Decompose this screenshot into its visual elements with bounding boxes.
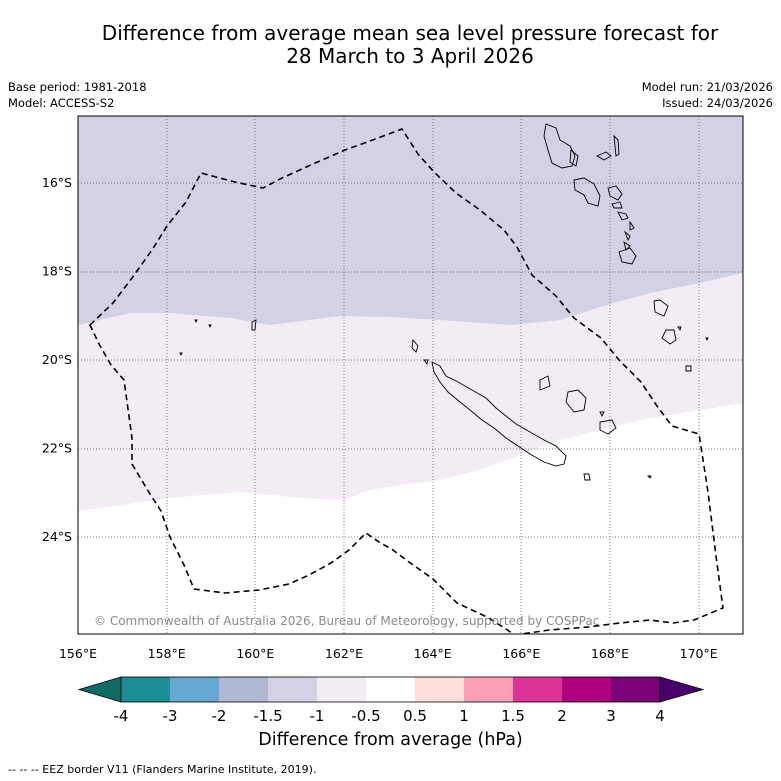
colorbar-segment — [268, 677, 317, 702]
island-shepherd — [617, 211, 629, 221]
island-mare — [599, 419, 617, 435]
lon-label: 160°E — [236, 646, 274, 661]
island-erromango — [618, 247, 637, 265]
lon-label: 164°E — [414, 646, 452, 661]
island-pentecost — [607, 185, 623, 201]
colorbar-segment — [513, 677, 562, 702]
meta-left: Base period: 1981-2018 Model: ACCESS-S2 — [8, 79, 147, 111]
lat-label: 16°S — [42, 175, 72, 190]
colorbar-tick-label: 1 — [459, 707, 469, 725]
colorbar-tick-label: 1.5 — [501, 707, 525, 725]
title-line-2: 28 March to 3 April 2026 — [286, 44, 534, 68]
island-lifou — [565, 389, 587, 413]
latitude-labels: 16°S 18°S 20°S 22°S 24°S — [42, 175, 72, 544]
colorbar-tick-label: -1 — [310, 707, 325, 725]
colorbar-segment — [415, 677, 464, 702]
island-efate — [624, 230, 631, 242]
colorbar-segment — [317, 677, 366, 702]
lon-label: 162°E — [325, 646, 363, 661]
colorbar-tick-label: -3 — [163, 707, 178, 725]
island-malo — [569, 149, 579, 167]
colorbar-segment — [121, 677, 170, 702]
island-isle-of-pines — [583, 473, 591, 481]
island-belep — [411, 338, 419, 353]
lon-label: 158°E — [148, 646, 186, 661]
lat-label: 22°S — [42, 441, 72, 456]
reef-small-c — [179, 352, 183, 357]
colorbar-tick-label: -2 — [212, 707, 227, 725]
island-walpole — [646, 475, 652, 479]
island-tanna — [623, 240, 631, 251]
colorbar-segment — [562, 677, 611, 702]
island-epi — [611, 201, 623, 209]
lat-label: 24°S — [42, 529, 72, 544]
base-period: Base period: 1981-2018 — [8, 80, 147, 94]
colorbar-tick-label: 2 — [557, 707, 567, 725]
island-tiga — [599, 411, 605, 418]
reef-small-b — [208, 324, 212, 329]
colorbar-segment — [219, 677, 268, 702]
colorbar-segment — [366, 677, 415, 702]
lat-label: 18°S — [42, 263, 72, 278]
colorbar-segment — [170, 677, 219, 702]
colorbar-label: Difference from average (hPa) — [258, 730, 523, 750]
island-matthew — [685, 365, 692, 372]
gridlines — [78, 116, 743, 634]
island-ambae — [596, 151, 612, 161]
colorbar-tick-label: 4 — [655, 707, 665, 725]
island-ouvea — [653, 299, 669, 317]
colorbar-segment — [464, 677, 513, 702]
model-run: Model run: 21/03/2026 — [641, 80, 773, 94]
title-line-1: Difference from average mean sea level p… — [101, 21, 719, 45]
island-grande-terre — [431, 361, 567, 467]
colorbar-tick-label: 3 — [606, 707, 616, 725]
island-small-2 — [705, 337, 709, 342]
island-surprise — [423, 359, 429, 366]
colorbar-ticks: -4 -3 -2 -1.5 -1 -0.5 0.5 1 1.5 2 3 4 — [114, 707, 665, 725]
lon-label: 170°E — [680, 646, 718, 661]
anomaly-band-minus1 — [78, 116, 743, 325]
colorbar — [77, 676, 705, 703]
lon-label: 168°E — [591, 646, 629, 661]
longitude-labels: 156°E 158°E 160°E 162°E 164°E 166°E 168°E 170°E — [59, 646, 718, 661]
lat-label: 20°S — [42, 352, 72, 367]
eez-border — [89, 128, 724, 634]
issued-date: Issued: 24/03/2026 — [662, 96, 773, 110]
colorbar-segment — [611, 677, 660, 702]
reef-chesterfield — [251, 319, 257, 331]
lon-label: 156°E — [59, 646, 97, 661]
colorbar-extend-high — [659, 676, 705, 703]
colorbar-tick-label: 0.5 — [403, 707, 427, 725]
colorbar-frame — [120, 676, 661, 703]
eez-legend: -- -- -- EEZ border V11 (Flanders Marine… — [8, 763, 317, 776]
copyright-notice: © Commonwealth of Australia 2026, Bureau… — [94, 614, 599, 628]
island-beautemps — [539, 375, 551, 391]
lon-label: 166°E — [502, 646, 540, 661]
island-small-1 — [677, 326, 682, 332]
map-area: © Commonwealth of Australia 2026, Bureau… — [78, 116, 743, 634]
island-hunter — [661, 329, 677, 345]
island-efate-north — [629, 220, 635, 231]
colorbar-tick-label: -1.5 — [253, 707, 282, 725]
meta-right: Model run: 21/03/2026 Issued: 24/03/2026 — [642, 79, 773, 111]
island-maewo — [613, 134, 620, 157]
island-malekula — [573, 177, 601, 207]
coastlines — [179, 123, 709, 481]
colorbar-tick-label: -0.5 — [351, 707, 380, 725]
map-frame — [77, 115, 744, 635]
model-name: Model: ACCESS-S2 — [8, 96, 115, 110]
colorbar-tick-label: -4 — [114, 707, 129, 725]
reef-small-a — [194, 319, 198, 324]
colorbar-extend-low — [77, 676, 122, 703]
island-espiritu-santo — [543, 123, 576, 169]
